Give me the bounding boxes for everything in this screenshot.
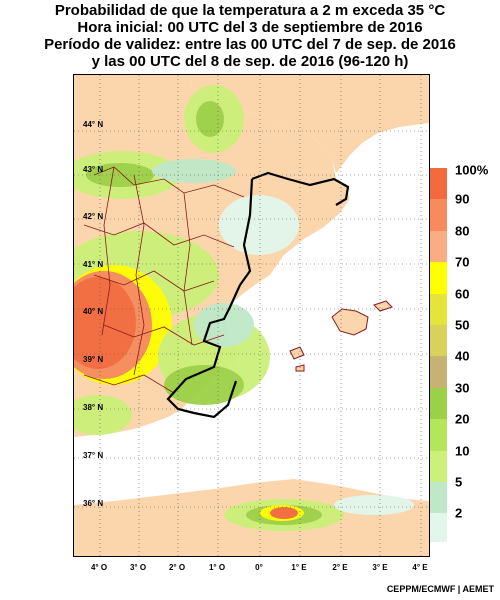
- legend-label: 80: [455, 223, 470, 239]
- lat-label-37: 37° N: [83, 451, 104, 460]
- legend-swatch: [430, 325, 447, 357]
- title-line-1: Probabilidad de que la temperatura a 2 m…: [54, 2, 446, 19]
- legend-swatch: [430, 356, 447, 388]
- probability-map: [73, 74, 430, 557]
- legend-swatch: [430, 513, 447, 542]
- legend-swatch: [430, 168, 447, 200]
- sea-east: [226, 127, 429, 475]
- legend-swatch: [430, 419, 447, 451]
- lon-label-3e: 3° E: [372, 563, 388, 572]
- lon-label-3w: 3° O: [129, 563, 147, 572]
- map-title: Probabilidad de que la temperatura a 2 m…: [0, 2, 500, 70]
- legend-label: 100%: [455, 162, 489, 178]
- lon-label-2e: 2° E: [332, 563, 348, 572]
- legend-swatch: [430, 199, 447, 231]
- legend-swatch: [430, 262, 447, 294]
- title-line-3: Período de validez: entre las 00 UTC del…: [44, 36, 456, 53]
- lat-label-42: 42° N: [83, 212, 104, 221]
- graticule: [74, 75, 429, 556]
- legend-swatch: [430, 293, 447, 325]
- legend-swatch: [430, 482, 447, 514]
- map-svg: [74, 75, 429, 556]
- lat-label-41: 41° N: [83, 260, 104, 269]
- valencia-west-border: [166, 284, 242, 419]
- credit-text: CEPPM/ECMWF | AEMET: [386, 584, 494, 594]
- lon-label-4w: 4° O: [90, 563, 108, 572]
- title-line-4: y las 00 UTC del 8 de sep. de 2016 (96-1…: [91, 53, 409, 70]
- legend-label: 40: [455, 348, 470, 364]
- lat-label-36: 36° N: [83, 499, 104, 508]
- lat-label-39: 39° N: [83, 355, 104, 364]
- legend-label: 5: [455, 474, 463, 490]
- aragon-west-border: [239, 178, 254, 286]
- france-land: [189, 75, 429, 173]
- legend-label: 20: [455, 411, 470, 427]
- legend-label: 10: [455, 443, 470, 459]
- title-line-2: Hora inicial: 00 UTC del 3 de septiembre…: [77, 19, 423, 36]
- catalonia-aragon-border: [251, 171, 350, 206]
- lon-label-0: 0°: [255, 563, 263, 572]
- region-borders: [166, 171, 350, 419]
- lat-label-43: 43° N: [83, 165, 104, 174]
- legend-label: 90: [455, 191, 470, 207]
- lon-label-2w: 2° O: [168, 563, 186, 572]
- lat-label-44: 44° N: [83, 120, 104, 129]
- lon-label-1e: 1° E: [291, 563, 307, 572]
- province-borders: [83, 166, 245, 394]
- legend-label: 30: [455, 380, 470, 396]
- lon-label-1w: 1° O: [208, 563, 226, 572]
- legend-label: 50: [455, 317, 470, 333]
- legend-label: 70: [455, 254, 470, 270]
- probability-shading: [74, 85, 414, 531]
- legend-swatch: [430, 450, 447, 482]
- balearic-ibiza: [289, 346, 305, 360]
- legend-label: 2: [455, 505, 463, 521]
- lon-label-4e: 4° E: [412, 563, 428, 572]
- legend-label: 60: [455, 286, 470, 302]
- lat-label-38: 38° N: [83, 403, 104, 412]
- lat-label-40: 40° N: [83, 307, 104, 316]
- legend-swatch: [430, 387, 447, 420]
- legend-swatch: [430, 230, 447, 263]
